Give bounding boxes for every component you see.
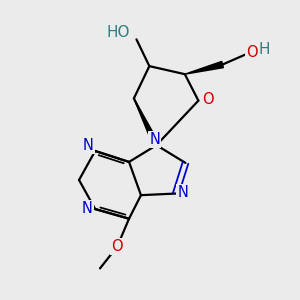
Text: O: O xyxy=(111,238,122,253)
Text: N: N xyxy=(82,138,94,153)
Text: HO: HO xyxy=(107,26,130,40)
Text: N: N xyxy=(149,132,160,147)
Polygon shape xyxy=(134,98,159,147)
Text: N: N xyxy=(178,185,188,200)
Text: O: O xyxy=(202,92,214,107)
Text: H: H xyxy=(258,43,270,58)
Polygon shape xyxy=(185,61,224,74)
Text: N: N xyxy=(82,201,92,216)
Text: O: O xyxy=(246,45,257,60)
